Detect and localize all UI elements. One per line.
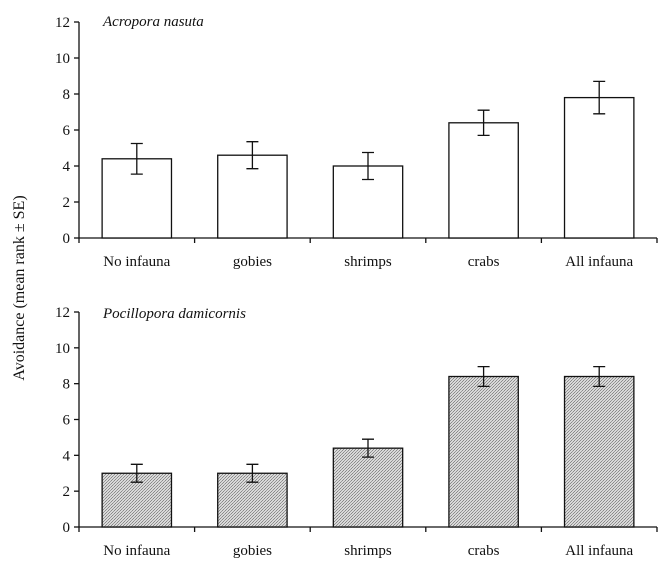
error-bar bbox=[593, 365, 606, 388]
y-tick-label: 12 bbox=[55, 15, 70, 31]
x-tick-label: gobies bbox=[233, 254, 272, 270]
bar bbox=[563, 96, 635, 239]
panel-marks: 0 2 4 6 8 10 12 No infauna gobies shrimps crabs All… bbox=[55, 305, 658, 559]
y-tick-label: 0 bbox=[63, 231, 71, 247]
x-tick-label: All infauna bbox=[565, 543, 633, 559]
x-tick-label: All infauna bbox=[565, 254, 633, 270]
y-axis-label: Avoidance (mean rank ± SE) bbox=[11, 195, 28, 380]
panel-pocillopora: Pocillopora damicornis 0 2 4 6 8 10 12 No infau… bbox=[55, 305, 658, 559]
y-tick-label: 2 bbox=[63, 484, 71, 500]
x-tick-label: crabs bbox=[468, 254, 500, 270]
panel-marks: 0 2 4 6 8 10 12 No infauna gobies shrimps crabs All… bbox=[55, 15, 658, 270]
error-bar bbox=[130, 463, 143, 483]
y-tick-label: 6 bbox=[63, 413, 71, 429]
y-tick-label: 12 bbox=[55, 305, 70, 321]
x-tick-label: shrimps bbox=[344, 543, 392, 559]
error-bar bbox=[130, 142, 143, 175]
y-tick-label: 6 bbox=[63, 123, 71, 139]
error-bar bbox=[477, 109, 490, 137]
error-bar bbox=[246, 141, 259, 170]
bar bbox=[448, 122, 519, 239]
error-bar bbox=[593, 80, 606, 115]
y-tick-label: 2 bbox=[63, 195, 71, 211]
y-tick-label: 4 bbox=[63, 448, 71, 464]
x-tick-label: gobies bbox=[233, 543, 272, 559]
y-tick-label: 8 bbox=[63, 87, 71, 103]
error-bar bbox=[362, 151, 374, 181]
x-tick-label: shrimps bbox=[344, 254, 392, 270]
y-tick-label: 8 bbox=[63, 377, 71, 393]
bar bbox=[448, 375, 519, 528]
panel-acropora: Acropora nasuta 0 2 4 6 8 10 12 No infauna gobie… bbox=[55, 14, 658, 270]
error-bar bbox=[246, 463, 259, 483]
bar bbox=[332, 447, 404, 528]
x-tick-label: No infauna bbox=[103, 254, 170, 270]
y-tick-label: 10 bbox=[55, 51, 70, 67]
x-tick-label: crabs bbox=[468, 543, 500, 559]
y-tick-label: 10 bbox=[55, 341, 70, 357]
y-tick-label: 0 bbox=[63, 520, 71, 536]
error-bar bbox=[477, 365, 490, 388]
panel-title: Pocillopora damicornis bbox=[102, 306, 246, 322]
error-bar bbox=[362, 438, 374, 458]
bar bbox=[563, 375, 635, 528]
panel-title: Acropora nasuta bbox=[102, 14, 204, 30]
y-tick-label: 4 bbox=[63, 159, 71, 175]
x-tick-label: No infauna bbox=[103, 543, 170, 559]
